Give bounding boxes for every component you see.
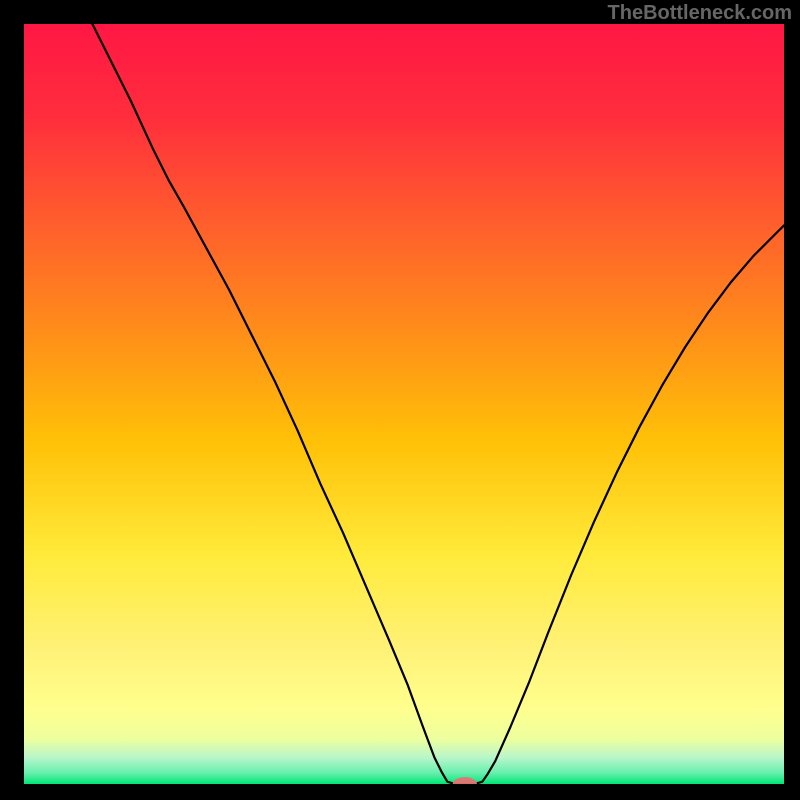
gradient-background xyxy=(24,24,784,784)
chart-frame: TheBottleneck.com xyxy=(0,0,800,800)
plot-area xyxy=(24,24,784,784)
chart-svg xyxy=(24,24,784,784)
watermark-text: TheBottleneck.com xyxy=(608,2,792,25)
